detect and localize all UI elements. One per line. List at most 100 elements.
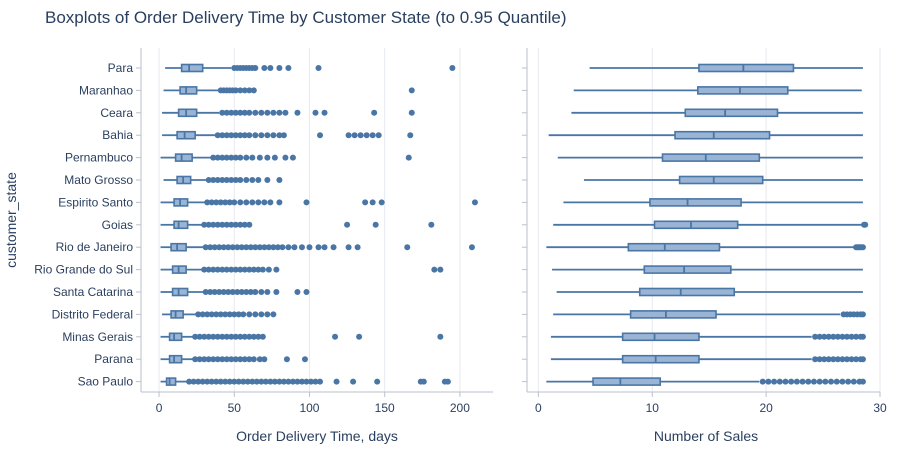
outlier-point	[228, 356, 235, 363]
outlier-point	[270, 244, 277, 251]
outlier-point	[214, 266, 221, 273]
sales-x-tick-labels: 0 10 20 30	[535, 392, 887, 415]
outlier-point	[237, 266, 244, 273]
outlier-point	[222, 199, 229, 206]
outlier-point	[232, 109, 239, 116]
outlier-point	[213, 378, 220, 385]
outlier-point	[229, 244, 236, 251]
outlier-point	[839, 378, 846, 385]
outlier-point	[267, 65, 274, 71]
outlier-point	[205, 333, 212, 340]
outlier-point	[317, 132, 324, 139]
outlier-point	[759, 378, 766, 385]
outlier-point	[848, 333, 855, 340]
x-tick-label: 10	[646, 401, 660, 415]
outlier-point	[345, 244, 352, 251]
outlier-point	[235, 311, 242, 318]
outlier-point	[252, 289, 259, 295]
x-tick-label: 50	[228, 401, 242, 415]
outlier-point	[216, 289, 223, 295]
outlier-point	[261, 356, 268, 363]
outlier-point	[195, 311, 202, 318]
iqr-box	[180, 63, 204, 73]
outlier-point	[226, 311, 233, 318]
outlier-point	[307, 378, 314, 385]
outlier-point	[273, 289, 280, 295]
outlier-point	[228, 109, 235, 116]
outlier-point	[825, 333, 832, 340]
outlier-point	[253, 378, 260, 385]
outlier-point	[243, 177, 250, 183]
outlier-point	[241, 221, 248, 228]
outlier-point	[237, 109, 244, 116]
outlier-point	[285, 378, 292, 385]
state-label: Para	[108, 61, 134, 75]
outlier-point	[291, 244, 298, 251]
outlier-point	[369, 132, 376, 139]
outlier-point	[228, 154, 235, 161]
outlier-point	[243, 199, 250, 206]
outlier-point	[237, 177, 244, 183]
outlier-point	[859, 356, 866, 363]
outlier-point	[431, 266, 438, 273]
outlier-point	[362, 199, 369, 206]
outlier-point	[859, 333, 866, 340]
x-tick-label: 20	[759, 401, 773, 415]
outlier-point	[821, 333, 828, 340]
outlier-point	[217, 199, 224, 206]
outlier-point	[810, 378, 817, 385]
box-pernambuco	[160, 153, 412, 162]
box-rio-de-janeiro	[546, 242, 866, 252]
outlier-point	[243, 244, 250, 251]
outlier-point	[249, 378, 256, 385]
outlier-point	[223, 132, 230, 139]
state-label: Pernambuco	[65, 151, 133, 165]
outlier-point	[208, 199, 215, 206]
outlier-point	[219, 154, 226, 161]
box-espirito-santo	[160, 198, 478, 207]
iqr-box	[170, 242, 187, 252]
outlier-point	[258, 132, 265, 139]
outlier-point	[232, 221, 239, 228]
state-label: Distrito Federal	[52, 307, 133, 321]
outlier-point	[285, 244, 292, 251]
outlier-point	[261, 244, 268, 251]
outlier-point	[420, 378, 427, 385]
outlier-point	[363, 132, 370, 139]
box-sao-paulo	[546, 377, 866, 386]
box-parana	[550, 354, 866, 364]
box-mato-grosso	[163, 175, 283, 185]
y-axis-title: customer_state	[3, 172, 19, 268]
outlier-point	[830, 333, 837, 340]
outlier-point	[830, 356, 837, 363]
outlier-point	[408, 87, 415, 94]
outlier-point	[237, 333, 244, 340]
outlier-point	[241, 333, 248, 340]
outlier-point	[205, 356, 212, 363]
outlier-point	[312, 109, 319, 116]
iqr-box	[171, 287, 189, 297]
outlier-point	[833, 378, 840, 385]
outlier-point	[255, 177, 262, 183]
box-goias	[553, 220, 869, 230]
outlier-point	[369, 199, 376, 206]
outlier-point	[223, 177, 230, 183]
outlier-point	[298, 244, 305, 251]
outlier-point	[228, 266, 235, 273]
outlier-point	[240, 311, 247, 318]
outlier-point	[407, 132, 414, 139]
outlier-point	[845, 378, 852, 385]
sales-x-axis-title: Number of Sales	[654, 428, 758, 444]
outlier-point	[843, 333, 850, 340]
outlier-point	[303, 289, 310, 295]
outlier-point	[226, 378, 233, 385]
outlier-point	[437, 333, 444, 340]
outlier-point	[799, 378, 806, 385]
delivery-time-x-tick-labels: 0 50 100 150 200	[156, 392, 470, 415]
outlier-point	[315, 244, 322, 251]
outlier-point	[196, 356, 203, 363]
outlier-point	[201, 266, 208, 273]
outlier-point	[237, 87, 244, 94]
outlier-point	[255, 199, 262, 206]
outlier-point	[375, 132, 382, 139]
